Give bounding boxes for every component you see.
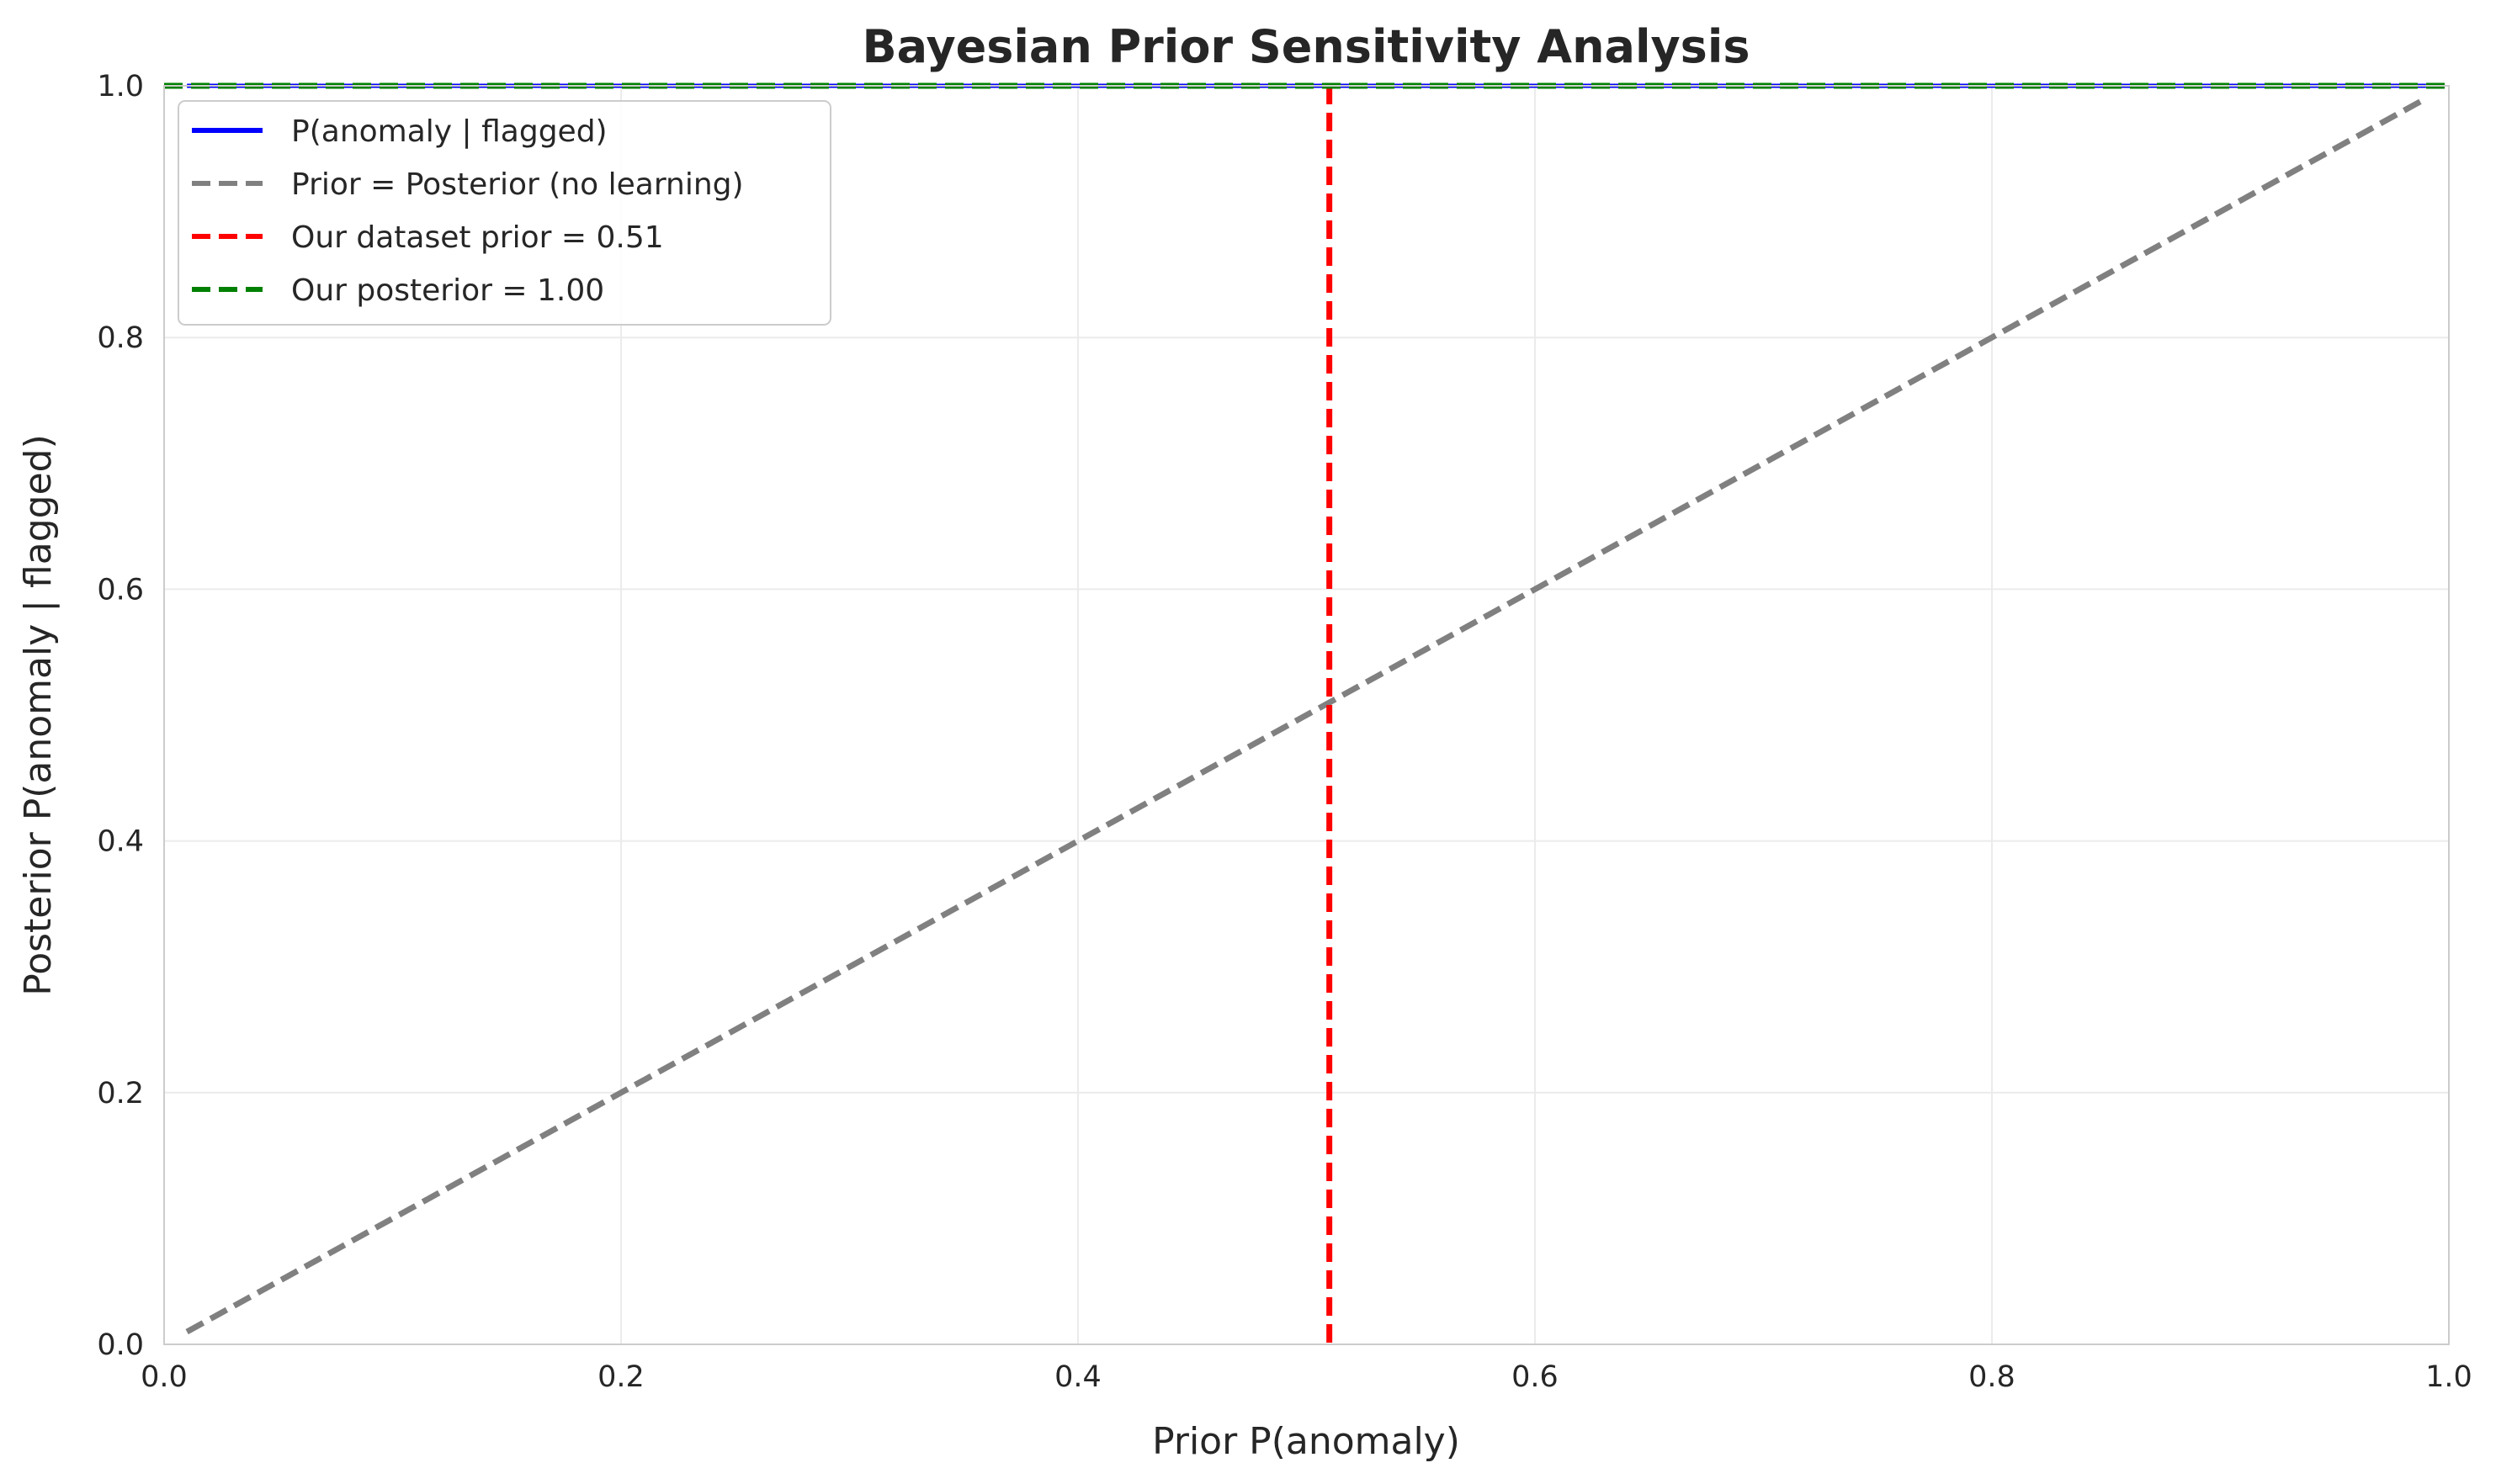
y-tick-label: 0.8 <box>97 321 144 355</box>
legend-label: P(anomaly | flagged) <box>291 114 608 149</box>
y-tick-label: 0.0 <box>97 1328 144 1362</box>
x-tick-label: 0.4 <box>1054 1360 1102 1394</box>
plot-frame <box>163 85 2450 1345</box>
x-tick-label: 1.0 <box>2425 1360 2472 1394</box>
legend-label: Prior = Posterior (no learning) <box>291 167 744 202</box>
y-tick-label: 0.2 <box>97 1077 144 1110</box>
legend-label: Our posterior = 1.00 <box>291 273 604 308</box>
x-tick-label: 0.2 <box>597 1360 645 1394</box>
legend-label: Our dataset prior = 0.51 <box>291 220 664 255</box>
legend: P(anomaly | flagged) Prior = Posterior (n… <box>178 100 831 326</box>
x-axis-label: Prior P(anomaly) <box>1152 1420 1460 1463</box>
x-tick-label: 0.8 <box>1968 1360 2015 1394</box>
tick-labels: 0.0 0.2 0.4 0.6 0.8 1.0 0.0 0.2 0.4 0.6 0.8 1.0 <box>97 70 2472 1394</box>
y-tick-label: 1.0 <box>97 70 144 103</box>
series-line-1 <box>185 95 2428 1335</box>
legend-box <box>178 100 831 326</box>
x-tick-label: 0.6 <box>1511 1360 1559 1394</box>
y-tick-label: 0.6 <box>97 573 144 607</box>
y-tick-label: 0.4 <box>97 825 144 859</box>
chart-title: Bayesian Prior Sensitivity Analysis <box>863 20 1750 73</box>
x-tick-label: 0.0 <box>141 1360 188 1394</box>
y-axis-label: Posterior P(anomaly | flagged) <box>17 434 60 996</box>
